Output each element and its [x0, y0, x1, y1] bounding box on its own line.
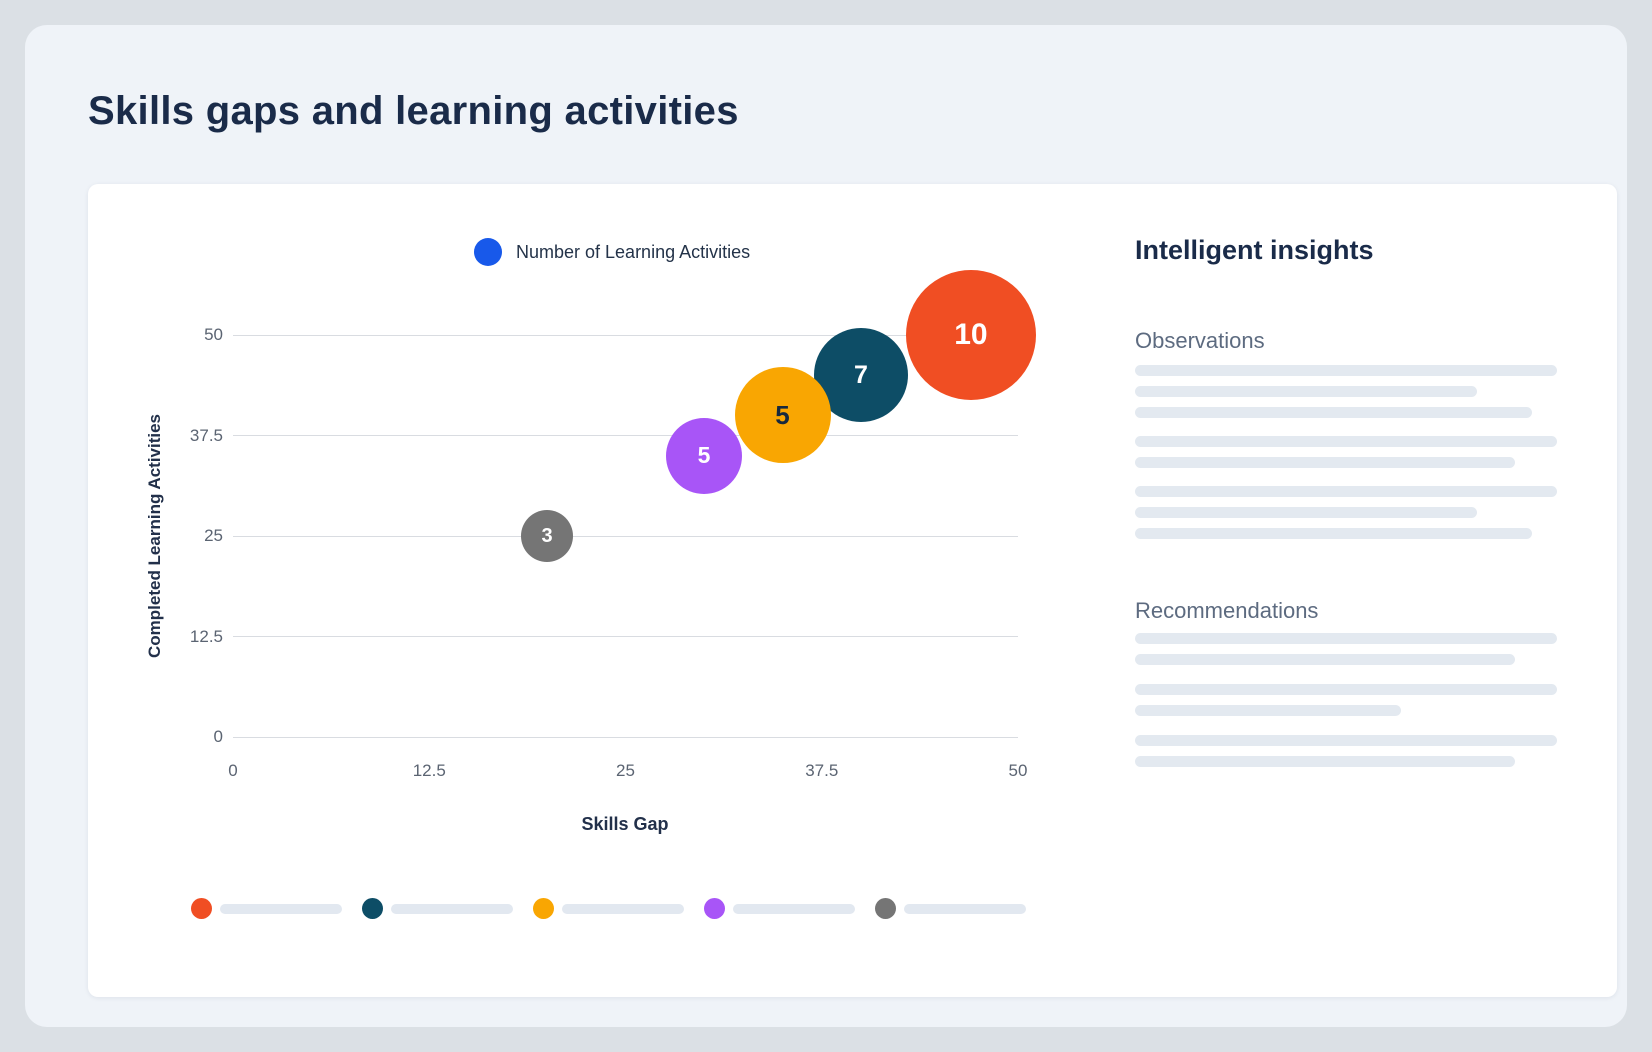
skeleton-text-bar — [1135, 654, 1515, 665]
skeleton-text-group — [1135, 684, 1557, 716]
series-legend-item[interactable] — [875, 898, 1026, 919]
insights-title: Intelligent insights — [1135, 235, 1374, 265]
skeleton-text-bar — [1135, 457, 1515, 468]
skeleton-text-group — [1135, 735, 1557, 767]
legend-label: Number of Learning Activities — [516, 241, 751, 262]
series-legend-skeleton — [562, 903, 684, 914]
chart-bubble[interactable]: 3 — [521, 510, 573, 562]
page-title: Skills gaps and learning activities — [88, 89, 739, 133]
series-legend-skeleton — [904, 903, 1026, 914]
y-axis-tick: 12.5 — [189, 626, 223, 646]
series-legend-dot-icon — [875, 898, 896, 919]
bubble-chart-plot: 3 5 7 5 10 — [233, 270, 1036, 738]
x-axis-title: Skills Gap — [581, 814, 669, 834]
skeleton-text-bar — [1135, 633, 1557, 644]
x-axis-tick: 12.5 — [412, 761, 446, 780]
series-legend-skeleton — [733, 903, 855, 914]
gridline — [233, 334, 1018, 336]
skeleton-text-bar — [1135, 528, 1532, 539]
series-legend-item[interactable] — [704, 898, 855, 919]
x-axis-tick: 0 — [228, 761, 238, 780]
y-axis-tick: 50 — [204, 325, 223, 344]
recommendations-skeleton-group — [1135, 633, 1557, 786]
legend-dot-icon — [474, 238, 502, 266]
skeleton-text-bar — [1135, 756, 1515, 767]
skeleton-text-bar — [1135, 407, 1532, 418]
skeleton-text-bar — [1135, 436, 1557, 447]
series-legend-skeleton — [391, 903, 513, 914]
dashboard-panel: Skills gaps and learning activities Numb… — [25, 25, 1627, 1027]
skeleton-text-bar — [1135, 684, 1557, 695]
series-legend-item[interactable] — [191, 898, 342, 919]
observations-skeleton-group — [1135, 365, 1557, 557]
y-axis-tick: 37.5 — [189, 425, 223, 445]
y-axis-ticks: 0 12.5 25 37.5 50 — [148, 325, 223, 746]
skeleton-text-group — [1135, 436, 1557, 468]
chart-bubble[interactable]: 5 — [734, 367, 831, 464]
y-axis-tick: 25 — [204, 526, 223, 545]
observations-heading: Observations — [1135, 328, 1265, 353]
gridline — [233, 636, 1018, 637]
gridline — [233, 435, 1018, 436]
series-legend-dot-icon — [704, 898, 725, 919]
series-legend-item[interactable] — [533, 898, 684, 919]
series-legend — [191, 898, 1026, 919]
x-axis-tick: 37.5 — [805, 761, 839, 780]
series-legend-dot-icon — [533, 898, 554, 919]
recommendations-heading: Recommendations — [1135, 598, 1319, 623]
skeleton-text-bar — [1135, 486, 1557, 497]
x-axis-ticks: 0 12.5 25 37.5 50 — [228, 761, 1027, 783]
skeleton-text-bar — [1135, 705, 1401, 716]
skeleton-text-bar — [1135, 735, 1557, 746]
chart-card: Number of Learning Activities Completed … — [88, 184, 1617, 997]
skeleton-text-bar — [1135, 507, 1477, 518]
skeleton-text-group — [1135, 633, 1557, 665]
chart-bubble[interactable]: 5 — [666, 417, 742, 494]
gridline — [233, 535, 1018, 537]
gridline — [233, 736, 1018, 738]
chart-legend[interactable]: Number of Learning Activities — [474, 238, 750, 266]
series-legend-item[interactable] — [362, 898, 513, 919]
skeleton-text-group — [1135, 486, 1557, 539]
series-legend-dot-icon — [191, 898, 212, 919]
skeleton-text-bar — [1135, 386, 1477, 397]
series-legend-dot-icon — [362, 898, 383, 919]
skeleton-text-group — [1135, 365, 1557, 418]
series-legend-skeleton — [220, 903, 342, 914]
x-axis-tick: 50 — [1008, 761, 1028, 780]
skeleton-text-bar — [1135, 365, 1557, 376]
y-axis-tick: 0 — [213, 727, 223, 746]
x-axis-tick: 25 — [616, 761, 635, 780]
chart-bubble[interactable]: 10 — [905, 270, 1036, 400]
insights-panel: Intelligent insights Observations Recomm… — [1135, 233, 1557, 953]
